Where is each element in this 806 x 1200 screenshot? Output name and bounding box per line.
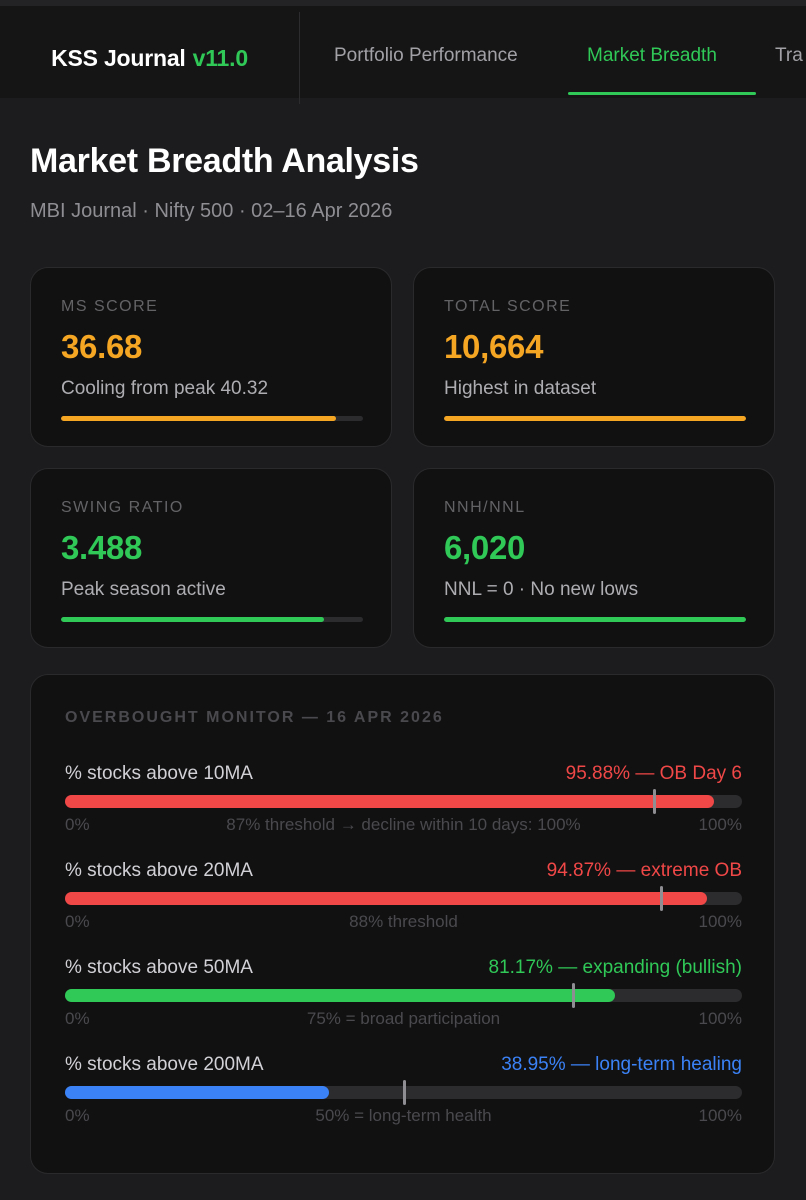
ob-row-20ma: % stocks above 20MA 94.87% — extreme OB … [65, 860, 742, 940]
kpi-note: Cooling from peak 40.32 [61, 378, 269, 399]
ob-row-10ma: % stocks above 10MA 95.88% — OB Day 6 0%… [65, 763, 742, 843]
ob-scale-max: 100% [698, 912, 742, 931]
kpi-card-total-score: TOTAL SCORE 10,664 Highest in dataset [413, 267, 775, 447]
kpi-label: MS SCORE [61, 298, 159, 315]
tab-portfolio-performance[interactable]: Portfolio Performance [334, 45, 518, 66]
ob-scale-max: 100% [698, 1106, 742, 1125]
kpi-progress-fill [444, 416, 746, 421]
ob-fill [65, 795, 715, 808]
kpi-progress-fill [61, 617, 324, 622]
ob-threshold-marker [571, 983, 575, 1008]
kpi-label: TOTAL SCORE [444, 298, 572, 315]
kpi-progress-fill [61, 416, 336, 421]
kpi-card-swing-ratio: SWING RATIO 3.488 Peak season active [30, 468, 392, 648]
app-brand[interactable]: KSS Journal v11.0 [0, 12, 300, 104]
page-title: Market Breadth Analysis [30, 142, 419, 180]
ob-status: 38.95% — long-term healing [501, 1054, 742, 1075]
app-name: KSS Journal [51, 44, 186, 71]
kpi-label: NNH/NNL [444, 499, 526, 516]
ob-row-50ma: % stocks above 50MA 81.17% — expanding (… [65, 957, 742, 1037]
ob-threshold-note: 88% threshold [349, 912, 458, 931]
tab-trades[interactable]: Tra [775, 45, 803, 66]
ob-row-200ma: % stocks above 200MA 38.95% — long-term … [65, 1054, 742, 1134]
ob-fill [65, 892, 708, 905]
top-nav-bar: KSS Journal v11.0 Portfolio Performance … [0, 0, 806, 104]
active-tab-indicator [568, 92, 756, 95]
ob-metric-name: % stocks above 20MA [65, 860, 253, 881]
kpi-label: SWING RATIO [61, 499, 184, 516]
ob-metric-name: % stocks above 10MA [65, 763, 253, 784]
kpi-note: Peak season active [61, 579, 226, 600]
kpi-progress-track [61, 617, 363, 622]
ob-status: 81.17% — expanding (bullish) [488, 957, 743, 978]
ob-threshold-marker [402, 1080, 406, 1105]
nav-tabs: Portfolio Performance Market Breadth Tra [300, 12, 806, 104]
ob-threshold-note: 87% threshold → decline within 10 days: … [226, 815, 581, 834]
ob-threshold-note: 75% = broad participation [306, 1009, 501, 1028]
ob-metric-name: % stocks above 200MA [65, 1054, 264, 1075]
page-subtitle: MBI Journal · Nifty 500 · 02–16 Apr 2026 [30, 200, 393, 222]
ob-metric-name: % stocks above 50MA [65, 957, 253, 978]
ob-track [65, 789, 742, 814]
kpi-progress-track [61, 416, 363, 421]
kpi-card-nnh-nnl: NNH/NNL 6,020 NNL = 0 · No new lows [413, 468, 775, 648]
ob-scale-max: 100% [698, 815, 742, 834]
kpi-progress-track [444, 617, 746, 622]
overbought-monitor-panel: OVERBOUGHT MONITOR — 16 APR 2026 % stock… [30, 674, 775, 1174]
app-version: v11.0 [192, 44, 248, 71]
kpi-note: Highest in dataset [444, 378, 597, 399]
ob-fill [65, 989, 615, 1002]
ob-threshold-marker [659, 886, 663, 911]
kpi-value: 6,020 [444, 529, 526, 566]
ob-track [65, 1080, 742, 1105]
kpi-progress-track [444, 416, 746, 421]
ob-fill [65, 1086, 329, 1099]
ob-track [65, 886, 742, 911]
kpi-progress-fill [444, 617, 746, 622]
kpi-note: NNL = 0 · No new lows [444, 579, 639, 600]
kpi-value: 10,664 [444, 328, 544, 365]
monitor-title: OVERBOUGHT MONITOR — 16 APR 2026 [65, 709, 444, 726]
ob-scale-min: 0% [65, 1009, 90, 1028]
ob-threshold-note: 50% = long-term health [315, 1106, 492, 1125]
ob-status: 94.87% — extreme OB [546, 860, 742, 881]
ob-threshold-marker [652, 789, 656, 814]
kpi-value: 3.488 [61, 529, 143, 566]
ob-status: 95.88% — OB Day 6 [565, 763, 742, 784]
kpi-card-ms-score: MS SCORE 36.68 Cooling from peak 40.32 [30, 267, 392, 447]
tab-market-breadth[interactable]: Market Breadth [587, 45, 717, 66]
kpi-value: 36.68 [61, 328, 143, 365]
ob-scale-max: 100% [698, 1009, 742, 1028]
ob-scale-min: 0% [65, 815, 90, 834]
ob-scale-min: 0% [65, 1106, 90, 1125]
ob-track [65, 983, 742, 1008]
ob-scale-min: 0% [65, 912, 90, 931]
